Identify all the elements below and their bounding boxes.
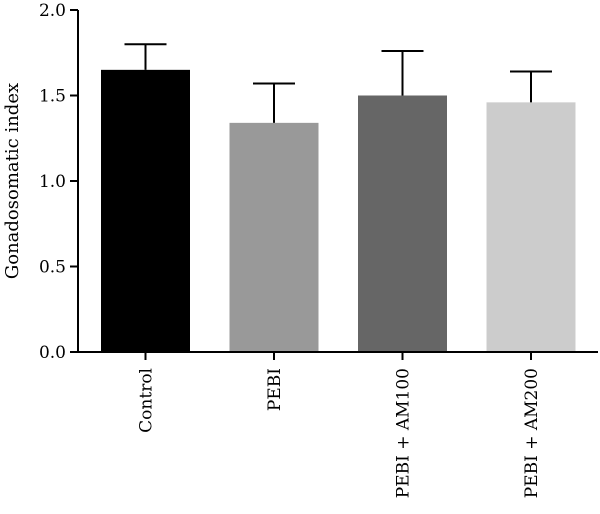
y-axis-title: Gonadosomatic index [2, 83, 23, 279]
y-ticks-layer: 0.0 0.5 1.0 1.5 2.0 [39, 1, 78, 363]
y-tick-label: 2.0 [39, 1, 66, 21]
x-ticks-layer: Control PEBI PEBI + AM100 PEBI + AM200 [137, 352, 542, 498]
x-tick-label: Control [137, 368, 157, 433]
x-tick-label: PEBI + AM200 [522, 368, 542, 498]
y-tick-label: 1.0 [39, 172, 66, 192]
y-tick-label: 0.0 [39, 343, 66, 363]
bars-layer [101, 69, 576, 352]
x-tick-label: PEBI [265, 368, 285, 411]
y-tick-label: 1.5 [39, 87, 66, 107]
bar-0 [101, 69, 190, 352]
error-bars-layer [124, 43, 552, 123]
bar-2 [358, 95, 447, 352]
x-tick-label: PEBI + AM100 [394, 368, 414, 498]
y-tick-label: 0.5 [39, 258, 66, 278]
bar-1 [229, 122, 319, 352]
bar-3 [486, 102, 576, 352]
